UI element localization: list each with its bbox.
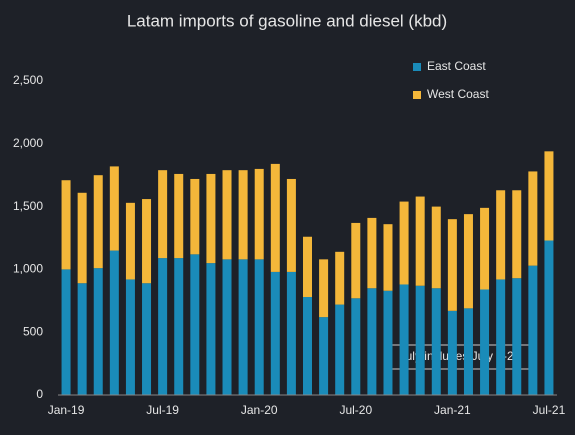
bar-segment (174, 258, 184, 395)
x-tick-label: Jul-19 (146, 403, 179, 417)
bar-segment (174, 173, 184, 259)
legend-swatch (413, 91, 421, 99)
x-tick-label: Jan-19 (48, 403, 85, 417)
bar-segment (480, 289, 490, 395)
legend-label: West Coast (427, 87, 489, 101)
bar-segment (399, 284, 409, 395)
bar-segment (335, 251, 345, 305)
y-tick-label: 2,500 (13, 73, 43, 87)
bar-segment (480, 207, 490, 290)
bar-segment (447, 219, 457, 311)
bar-segment (367, 288, 377, 395)
bar-segment (544, 240, 554, 395)
bar-segment (431, 288, 441, 395)
bar-segment (463, 308, 473, 395)
bar-segment (367, 217, 377, 289)
bar-segment (93, 175, 103, 269)
bar-segment (528, 265, 538, 395)
bar-segment (544, 151, 554, 241)
bar-segment (415, 285, 425, 395)
legend-swatch (413, 63, 421, 71)
bar-segment (109, 166, 119, 251)
bar-segment (61, 269, 71, 395)
x-tick-label: Jul-20 (339, 403, 372, 417)
bar-segment (496, 190, 506, 280)
bar-segment (222, 259, 232, 395)
bar-segment (303, 297, 312, 395)
bar-segment (77, 283, 87, 395)
bar-segment (142, 199, 152, 284)
bar-segment (109, 250, 119, 395)
bar-segment (93, 268, 103, 395)
bar-segment (286, 178, 296, 272)
bar-segment (286, 271, 296, 395)
bar-segment (77, 192, 87, 284)
bar-segment (463, 214, 473, 309)
bar-segment (319, 317, 329, 395)
x-tick-label: Jan-21 (434, 403, 471, 417)
bar-segment (383, 224, 393, 291)
bar-segment (206, 263, 216, 395)
bar-segment (125, 202, 135, 280)
bar-segment (447, 310, 457, 395)
chart-title: Latam imports of gasoline and diesel (kb… (127, 11, 447, 30)
x-tick-label: Jul-21 (533, 403, 566, 417)
bar-segment (528, 171, 538, 266)
bar-segment (399, 201, 409, 285)
y-tick-label: 500 (23, 324, 43, 338)
legend-label: East Coast (427, 59, 486, 73)
bar-segment (254, 168, 264, 260)
bar-segment (190, 254, 200, 395)
bar-segment (431, 206, 441, 289)
bar-segment (158, 258, 168, 395)
bar-segment (125, 279, 135, 395)
bar-segment (270, 271, 280, 395)
y-tick-label: 0 (36, 387, 43, 401)
bar-segment (512, 278, 522, 395)
y-tick-label: 2,000 (13, 136, 43, 150)
bar-segment (238, 259, 248, 395)
x-tick-label: Jan-20 (241, 403, 278, 417)
annotation: July includes July 1-25 (400, 349, 521, 363)
bar-segment (415, 196, 425, 286)
bar-segment (383, 290, 393, 395)
bar-segment (142, 283, 152, 395)
bar-segment (206, 173, 216, 264)
y-tick-label: 1,500 (13, 199, 43, 213)
y-tick-label: 1,000 (13, 262, 43, 276)
bar-segment (303, 236, 312, 298)
bar-segment (335, 304, 345, 395)
bar-segment (254, 259, 264, 395)
bar-segment (222, 170, 232, 260)
bar-segment (351, 222, 361, 299)
annotation-box (387, 344, 534, 370)
bar-segment (238, 170, 248, 260)
bar-segment (190, 178, 200, 255)
bar-segment (158, 170, 168, 259)
bar-segment (319, 259, 329, 318)
bar-segment (496, 279, 506, 395)
bar-segment (270, 163, 280, 272)
bar-segment (351, 298, 361, 395)
bar-segment (61, 180, 71, 270)
bar-segment (512, 190, 522, 279)
